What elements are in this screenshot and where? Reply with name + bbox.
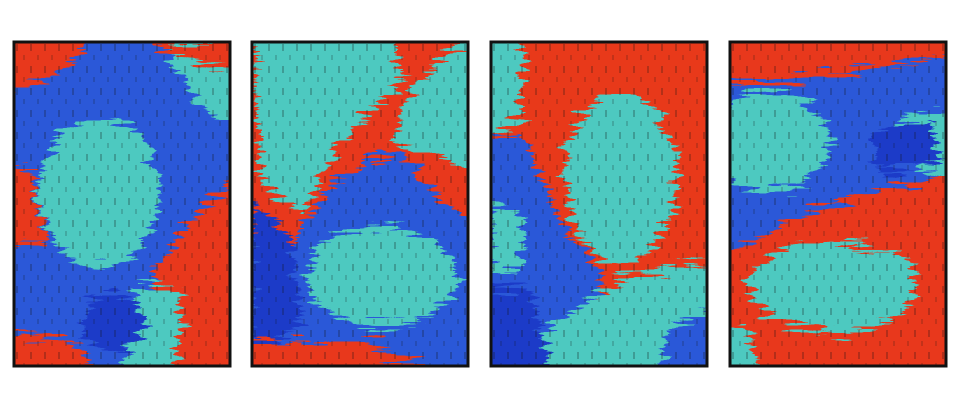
panel xyxy=(12,40,232,368)
frame xyxy=(489,40,709,368)
texture xyxy=(491,42,707,366)
panel xyxy=(728,40,948,368)
texture xyxy=(14,42,230,366)
frame xyxy=(250,40,470,368)
panel xyxy=(250,40,470,368)
panel xyxy=(489,40,709,368)
frame xyxy=(12,40,232,368)
texture xyxy=(252,42,468,366)
texture xyxy=(730,42,946,366)
frame xyxy=(728,40,948,368)
